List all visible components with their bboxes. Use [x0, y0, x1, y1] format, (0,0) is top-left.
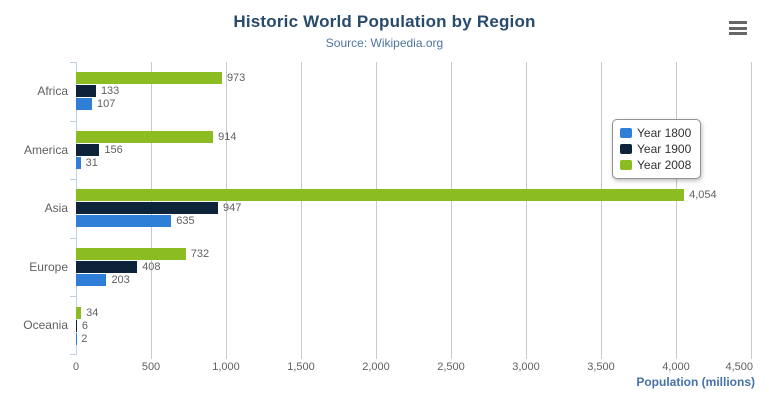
category-row: 34 6 2: [76, 296, 751, 355]
bar-year-1900[interactable]: [76, 202, 219, 215]
category-row: 732 408 203: [76, 238, 751, 297]
category-axis-tick: [70, 121, 76, 122]
x-axis-tick-label: 1,500: [287, 361, 315, 373]
data-label: 107: [97, 98, 116, 111]
bar-year-1900[interactable]: [76, 261, 138, 274]
bar-year-1800[interactable]: [76, 215, 172, 228]
bar-year-2008[interactable]: [76, 306, 82, 319]
legend-item-year-1800[interactable]: Year 1800: [620, 125, 691, 141]
gridline: [751, 62, 752, 359]
data-label: 732: [190, 248, 210, 261]
data-label: 34: [86, 306, 99, 319]
legend-symbol-icon: [620, 160, 632, 170]
data-label: 2: [81, 332, 88, 345]
bar-year-2008[interactable]: [76, 248, 186, 261]
gridline: [601, 62, 602, 359]
data-label: 6: [81, 319, 89, 332]
category-axis-tick: [70, 354, 76, 355]
plot-area: 973 133 107 914 156 31 4,054 947 635 732 408 203 34 6…: [70, 62, 752, 359]
x-axis-tick-label: 4,500: [725, 361, 753, 373]
data-label: 156: [104, 143, 123, 156]
data-label: 408: [142, 261, 161, 274]
gridline: [451, 62, 452, 359]
category-label: Asia: [44, 201, 68, 216]
x-axis-tick-label: 3,000: [512, 361, 540, 373]
bar-year-1900[interactable]: [76, 319, 77, 332]
chart-subtitle: Source: Wikipedia.org: [325, 36, 444, 50]
data-label: 635: [176, 215, 195, 228]
data-label: 914: [218, 130, 237, 143]
bar-year-2008[interactable]: [76, 189, 685, 202]
data-label: 973: [226, 72, 246, 85]
bar-year-1900[interactable]: [76, 143, 100, 156]
chart-title: Historic World Population by Region: [233, 12, 536, 31]
category-row: 914 156 31: [76, 121, 751, 180]
hamburger-icon: [729, 26, 747, 30]
bar-year-1800[interactable]: [76, 274, 107, 287]
bar-year-1900[interactable]: [76, 85, 96, 98]
hamburger-icon: [729, 32, 747, 35]
gridline: [226, 62, 227, 359]
category-axis-tick: [70, 296, 76, 297]
bar-year-1800[interactable]: [76, 98, 93, 111]
data-label: 947: [223, 202, 242, 215]
legend-symbol-icon: [620, 144, 632, 154]
legend-item-label: Year 2008: [637, 158, 692, 172]
export-menu-button[interactable]: [729, 21, 747, 35]
legend: Year 1800 Year 1900 Year 2008: [612, 119, 702, 179]
gridline: [526, 62, 527, 359]
data-label: 4,054: [689, 189, 717, 202]
category-axis-tick: [70, 62, 76, 63]
legend-item-year-1900[interactable]: Year 1900: [620, 141, 691, 157]
category-row: 973 133 107: [76, 62, 751, 121]
legend-item-year-2008[interactable]: Year 2008: [620, 157, 691, 173]
x-axis-tick-label: 4,000: [662, 361, 690, 373]
gridline: [676, 62, 677, 359]
category-label: Europe: [29, 259, 68, 274]
data-label: 203: [111, 274, 130, 287]
hamburger-icon: [729, 21, 747, 24]
category-axis-tick: [70, 238, 76, 239]
data-label: 133: [100, 85, 120, 98]
x-axis-tick-label: 1,000: [212, 361, 240, 373]
gridline: [376, 62, 377, 359]
category-label: Oceania: [23, 318, 68, 333]
category-label: Africa: [37, 84, 68, 98]
category-label: America: [23, 142, 68, 157]
x-axis-tick-label: 2,000: [362, 361, 390, 373]
x-axis-tick-label: 0: [72, 361, 80, 373]
category-row: 4,054 947 635: [76, 179, 751, 238]
bar-year-2008[interactable]: [76, 130, 214, 143]
data-label: 31: [85, 156, 98, 169]
bar-year-2008[interactable]: [76, 72, 222, 85]
x-axis-title: Population (millions): [636, 375, 755, 389]
gridline: [301, 62, 302, 359]
legend-symbol-icon: [620, 128, 632, 138]
x-axis-tick-label: 3,500: [587, 361, 615, 373]
legend-item-label: Year 1900: [637, 142, 692, 156]
category-axis-tick: [70, 179, 76, 180]
bar-year-1800[interactable]: [76, 156, 81, 169]
legend-item-label: Year 1800: [637, 126, 692, 140]
x-axis-tick-label: 500: [141, 361, 161, 373]
x-axis-tick-label: 2,500: [437, 361, 465, 373]
